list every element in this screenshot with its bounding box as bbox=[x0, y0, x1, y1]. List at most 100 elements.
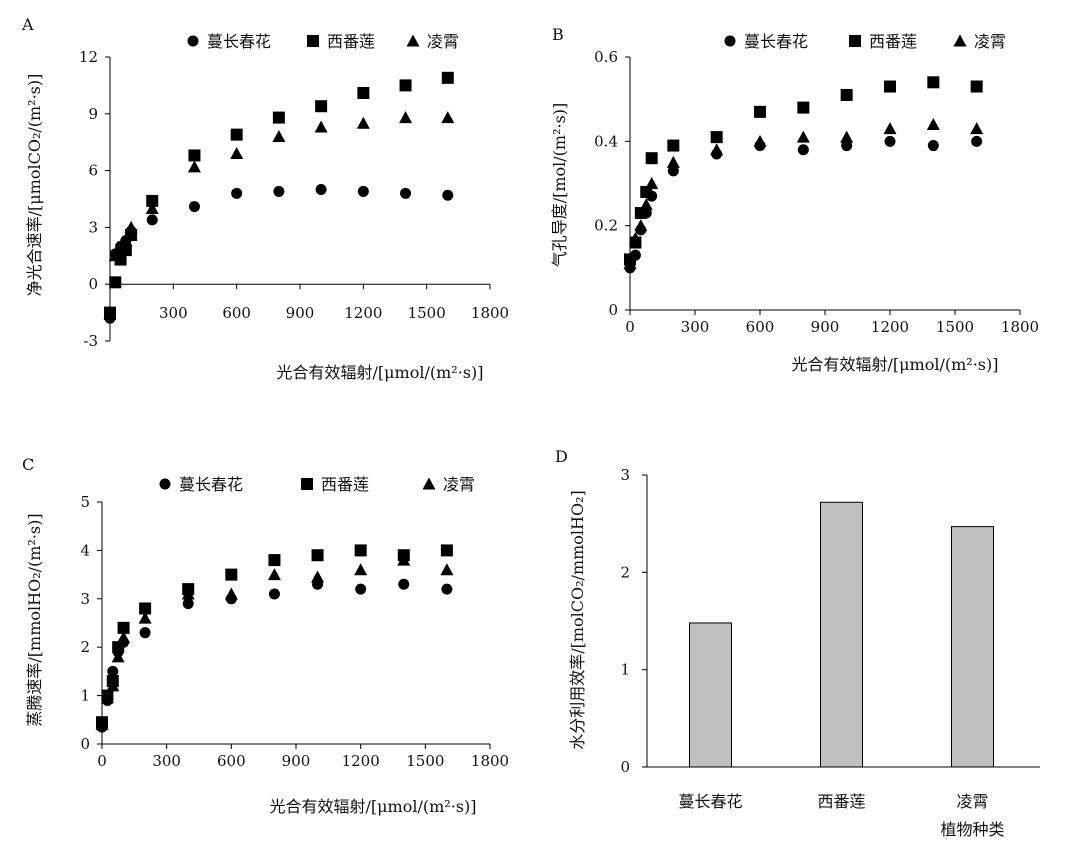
data-point bbox=[399, 79, 412, 92]
y-tick-label: 0.6 bbox=[594, 48, 618, 66]
data-point bbox=[146, 214, 158, 226]
data-point bbox=[441, 583, 453, 595]
data-point bbox=[181, 587, 195, 600]
x-tick-label: 900 bbox=[282, 752, 311, 770]
panel-c: C 0 1 2 3 4 5 0 300 600 900 1200 1500 1800 光合有效辐射/[μmo… bbox=[22, 455, 509, 816]
legend-label: 西番莲 bbox=[321, 475, 369, 494]
data-point bbox=[926, 117, 940, 130]
data-point bbox=[112, 641, 125, 654]
y-tick-label: 0 bbox=[80, 735, 90, 753]
data-point bbox=[357, 185, 369, 197]
data-point bbox=[111, 650, 125, 663]
data-point bbox=[224, 587, 238, 600]
y-tick-label: 1 bbox=[80, 687, 90, 705]
x-tick-label: 600 bbox=[217, 752, 246, 770]
data-point bbox=[139, 602, 152, 615]
data-point bbox=[840, 130, 854, 143]
data-point bbox=[354, 544, 367, 557]
y-tick-label: 5 bbox=[80, 493, 90, 511]
legend-triangle-marker bbox=[406, 34, 420, 47]
x-tick-label: 1500 bbox=[406, 752, 444, 770]
data-point bbox=[268, 554, 281, 567]
x-tick-label: 1200 bbox=[344, 304, 382, 322]
data-point bbox=[441, 71, 454, 84]
data-point bbox=[666, 155, 680, 168]
data-point bbox=[841, 140, 853, 152]
y-tick-label: 3 bbox=[620, 466, 630, 484]
x-tick-label: 0 bbox=[97, 752, 107, 770]
data-point bbox=[884, 80, 896, 93]
data-point bbox=[639, 198, 653, 211]
data-point bbox=[182, 598, 194, 610]
y-tick-label: 0 bbox=[620, 758, 630, 776]
x-axis-title: 光合有效辐射/[μmol/(m²·s)] bbox=[277, 363, 484, 382]
x-tick-label: 1800 bbox=[471, 752, 509, 770]
data-point bbox=[267, 568, 281, 581]
x-tick-label: 900 bbox=[811, 318, 840, 336]
data-point bbox=[272, 130, 286, 143]
legend-circle-marker bbox=[724, 35, 736, 47]
y-tick-label: 9 bbox=[88, 105, 98, 123]
data-point bbox=[927, 76, 940, 89]
y-tick-label: 0.2 bbox=[594, 217, 618, 235]
y-tick-label: 4 bbox=[80, 541, 90, 559]
x-category-label: 蔓长春花 bbox=[678, 792, 742, 811]
legend-label: 西番莲 bbox=[327, 32, 375, 51]
x-category-label: 凌霄 bbox=[956, 792, 988, 811]
data-point bbox=[139, 627, 151, 639]
data-point bbox=[645, 177, 659, 189]
y-axis-title: 净光合速率/[μmolCO₂/(m²·s)] bbox=[25, 74, 44, 297]
data-point bbox=[109, 276, 122, 289]
data-point bbox=[311, 570, 325, 583]
x-axis-title: 植物种类 bbox=[940, 820, 1004, 839]
data-point bbox=[357, 86, 370, 99]
data-point bbox=[273, 185, 285, 197]
data-point bbox=[710, 131, 723, 144]
x-axis-title: 光合有效辐射/[μmol/(m²·s)] bbox=[792, 355, 999, 374]
data-point bbox=[117, 621, 130, 634]
data-point bbox=[710, 143, 724, 156]
panel-label: D bbox=[555, 447, 568, 466]
data-point bbox=[884, 135, 896, 147]
data-point bbox=[119, 234, 133, 247]
panel-b: B 0 0.2 0.4 0.6 0 300 600 900 1200 1500 1800 光合有效辐射/… bbox=[550, 25, 1039, 374]
data-point bbox=[311, 549, 324, 562]
data-point bbox=[95, 718, 109, 731]
x-tick-label: 600 bbox=[746, 318, 775, 336]
data-point bbox=[399, 111, 413, 124]
data-point bbox=[796, 130, 810, 143]
legend-circle-marker bbox=[187, 35, 199, 47]
data-point bbox=[398, 578, 410, 590]
data-point bbox=[628, 231, 642, 244]
y-tick-label: 2 bbox=[620, 563, 630, 581]
data-point bbox=[315, 100, 328, 113]
y-axis-title: 水分利用效率/[molCO₂/mmolHO₂] bbox=[568, 490, 587, 750]
data-point bbox=[230, 128, 243, 141]
data-point bbox=[114, 241, 128, 254]
legend-label: 凌霄 bbox=[427, 32, 459, 51]
data-point bbox=[103, 307, 117, 320]
data-point bbox=[623, 257, 637, 270]
x-tick-label: 1200 bbox=[342, 752, 380, 770]
data-point bbox=[754, 105, 766, 118]
y-tick-label: 1 bbox=[620, 661, 630, 679]
legend-triangle-marker bbox=[953, 34, 967, 47]
bar bbox=[951, 526, 994, 768]
x-tick-label: 1500 bbox=[408, 304, 446, 322]
legend-triangle-marker bbox=[422, 477, 436, 490]
panel-label: C bbox=[22, 455, 34, 474]
data-point bbox=[753, 134, 767, 147]
legend-square-marker bbox=[307, 35, 319, 47]
data-point bbox=[106, 679, 120, 692]
y-tick-label: 2 bbox=[80, 638, 90, 656]
y-axis-title: 蒸腾速率/[mmolHO₂/(m²·s)] bbox=[25, 513, 44, 726]
x-tick-label: 600 bbox=[222, 304, 251, 322]
y-axis-title: 气孔导度/[mol/(m²·s)] bbox=[550, 103, 569, 268]
data-point bbox=[441, 111, 455, 124]
data-point bbox=[634, 219, 648, 232]
data-point bbox=[400, 187, 412, 199]
data-point bbox=[970, 122, 984, 135]
data-point bbox=[188, 149, 201, 162]
legend-label: 凌霄 bbox=[443, 475, 475, 494]
